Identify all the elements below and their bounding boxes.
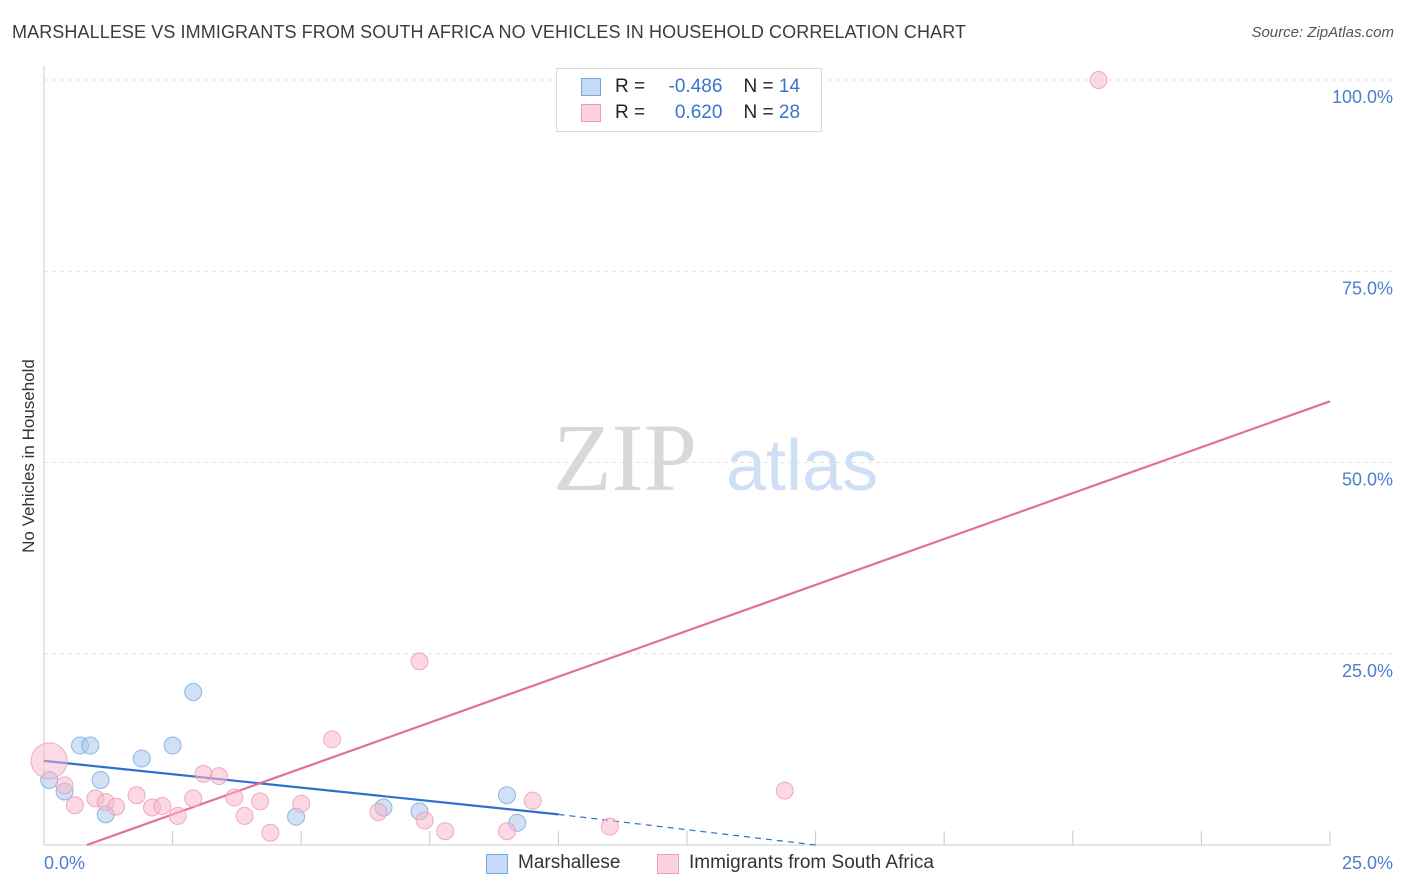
south-africa-point <box>292 794 311 813</box>
marshallese-point <box>163 736 182 755</box>
south-africa-point <box>436 822 455 841</box>
south-africa-point <box>194 764 213 783</box>
south-africa-point <box>251 792 270 811</box>
stats-legend: R = -0.486 N = 14 R = 0.620 N = 28 <box>556 68 822 132</box>
south-africa-point <box>184 789 203 808</box>
y-tick-label: 50.0% <box>1342 470 1393 490</box>
trend-lines <box>43 400 1331 847</box>
south-africa-point <box>410 652 429 671</box>
south-africa-point <box>65 796 84 815</box>
south-africa-point <box>209 767 228 786</box>
tick-labels: 100.0% 75.0% 50.0% 25.0% 0.0% 25.0% <box>44 87 1393 873</box>
legend-label: Immigrants from South Africa <box>689 852 934 873</box>
watermark-zip: ZIP <box>553 404 697 511</box>
legend-label: Marshallese <box>518 852 621 873</box>
south-africa-point <box>775 781 794 800</box>
y-axis-label: No Vehicles in Household <box>19 359 38 553</box>
south-africa-point <box>523 791 542 810</box>
watermark: ZIP atlas <box>553 404 878 511</box>
marshallese-swatch <box>581 78 601 96</box>
south-africa-point <box>323 730 342 749</box>
south-africa-point <box>30 742 68 780</box>
data-points <box>30 71 1108 842</box>
watermark-atlas: atlas <box>726 426 878 506</box>
south-africa-point <box>235 806 254 825</box>
south-africa-point <box>168 806 187 825</box>
south-africa-point <box>497 822 516 841</box>
south-africa-point <box>369 803 388 822</box>
grid <box>44 79 1392 655</box>
south-africa-point <box>153 796 172 815</box>
x-tick-label: 25.0% <box>1342 853 1393 873</box>
marshallese-point <box>91 770 110 789</box>
y-tick-label: 25.0% <box>1342 661 1393 681</box>
south-africa-point <box>600 817 619 836</box>
marshallese-legend-swatch <box>486 854 508 874</box>
chart-title: MARSHALLESE VS IMMIGRANTS FROM SOUTH AFR… <box>12 22 967 42</box>
south-africa-point <box>127 786 146 805</box>
south-africa-point <box>107 797 126 816</box>
south-africa-point <box>415 811 434 830</box>
y-tick-label: 100.0% <box>1332 87 1393 107</box>
south-africa-swatch <box>581 104 601 122</box>
x-tick-label: 0.0% <box>44 853 85 873</box>
stats-text: R = -0.486 N = 14 <box>615 76 801 97</box>
chart-source: Source: ZipAtlas.com <box>1251 24 1394 41</box>
south-africa-point <box>225 788 244 807</box>
y-tick-label: 75.0% <box>1342 278 1393 298</box>
stats-text: R = 0.620 N = 28 <box>615 102 801 123</box>
marshallese-point <box>184 683 203 701</box>
south-africa-point <box>1089 71 1108 89</box>
south-africa-point <box>261 823 280 842</box>
axes <box>43 66 1331 846</box>
south-africa-legend-swatch <box>657 854 679 874</box>
marshallese-trend-line <box>43 759 559 816</box>
south-africa-point <box>55 776 74 795</box>
marshallese-point <box>497 786 516 805</box>
marshallese-point <box>81 736 100 755</box>
south-africa-trend-line <box>86 400 1331 847</box>
marshallese-point <box>132 749 151 768</box>
